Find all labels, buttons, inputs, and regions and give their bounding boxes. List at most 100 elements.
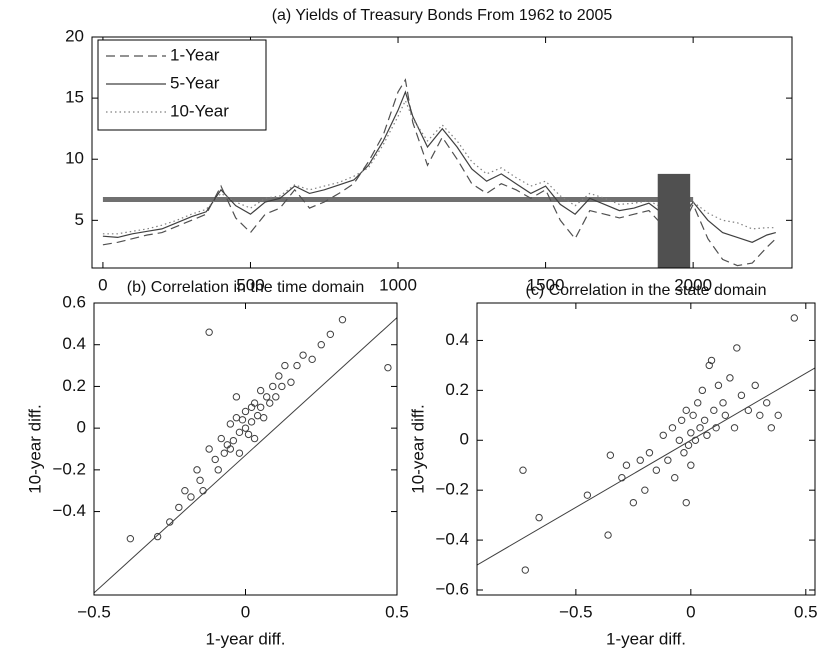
scatter-point [636,456,644,464]
scatter-point [698,386,707,395]
scatter-point [700,416,709,424]
scatter-point [622,461,631,469]
scatter-point [229,436,238,445]
scatter-point [126,534,135,543]
scatter-point [677,416,686,424]
y-tick-label: −0.6 [435,579,469,598]
scatter-point [220,449,228,457]
plot-area [102,78,777,268]
y-axis-label: 10-year diff. [25,404,44,493]
scatter-point [682,498,690,507]
y-tick-label: −0.4 [52,501,86,520]
scatter-point [196,476,204,484]
scatter-point [730,424,739,432]
shaded-region [657,173,691,268]
legend-label: 10-Year [170,101,229,120]
scatter-point [384,363,392,372]
scatter-point [205,328,213,336]
scatter-point [256,403,265,411]
x-tick-label: 0.5 [385,602,409,621]
scatter-point [645,449,654,457]
scatter-point [269,382,277,391]
plot-area [94,315,397,594]
scatter-point [535,513,543,522]
scatter-point [211,455,219,464]
scatter-point [774,411,782,420]
scatter-point [618,474,626,482]
scatter-point [166,518,174,526]
scatter-point [668,424,677,432]
scatter-point [226,420,235,428]
scatter-point [583,491,592,499]
scatter-point [193,466,201,474]
y-tick-label: 15 [65,88,84,107]
x-tick-label: 1000 [379,275,417,294]
x-tick-label: 500 [236,275,264,294]
x-axis-label: 1-year diff. [606,629,686,648]
scatter-point [652,466,661,474]
y-tick-label: 5 [75,210,84,229]
scatter-point [694,399,702,407]
scatter-point [299,351,307,359]
scatter-point [726,374,734,382]
scatter-point [629,498,638,507]
scatter-point [281,361,289,370]
scatter-point [263,393,271,401]
scatter-point [272,393,280,401]
scatter-point [519,466,527,474]
scatter-point [737,391,746,400]
scatter-point [253,411,262,420]
y-tick-label: 0.4 [62,334,86,353]
scatter-point [287,378,295,386]
scatter-point [256,386,265,395]
scatter-point [756,411,764,420]
scatter-point [181,487,189,495]
scatter-point [187,493,195,501]
scatter-point [689,411,697,420]
x-tick-label: −0.5 [559,602,593,621]
scatter-point [250,434,259,443]
scatter-point [241,424,250,432]
scatter-point [199,487,207,495]
scatter-point [232,414,241,422]
scatter-point [687,429,695,437]
scatter-point [714,381,723,390]
y-tick-label: −0.2 [435,480,469,499]
scatter-point [232,393,241,401]
scatter-point [763,399,771,407]
legend-box [97,39,267,131]
axes-frame [476,302,816,596]
scatter-point [338,315,347,324]
y-tick-label: 0.6 [62,292,86,311]
y-tick-label: −0.2 [52,459,86,478]
scatter-point [680,449,688,457]
x-tick-label: 0 [686,602,695,621]
fit-line [94,317,397,594]
y-tick-label: 10 [65,149,84,168]
y-tick-label: 0.4 [445,330,469,349]
scatter-point [259,414,268,422]
scatter-point [790,314,799,322]
scatter-point [719,399,727,407]
y-tick-label: 0.2 [62,376,86,395]
scatter-point [226,445,235,453]
scatter-point [641,486,649,494]
y-tick-label: 20 [65,26,84,45]
y-axis-label: 10-year diff. [408,404,427,493]
x-tick-label: 2000 [674,275,712,294]
fit-line [477,367,815,566]
scatter-point [278,382,286,391]
scatter-point [710,406,718,415]
scatter-point [275,372,283,380]
scatter-point [266,399,274,407]
y-tick-label: 0 [77,418,86,437]
legend-label: 5-Year [170,73,220,92]
scatter-point [733,344,741,352]
scatter-point [664,456,672,464]
scatter-point [235,428,244,437]
scatter-point [521,566,529,574]
scatter-point [244,430,253,439]
scatter-point [707,356,716,365]
